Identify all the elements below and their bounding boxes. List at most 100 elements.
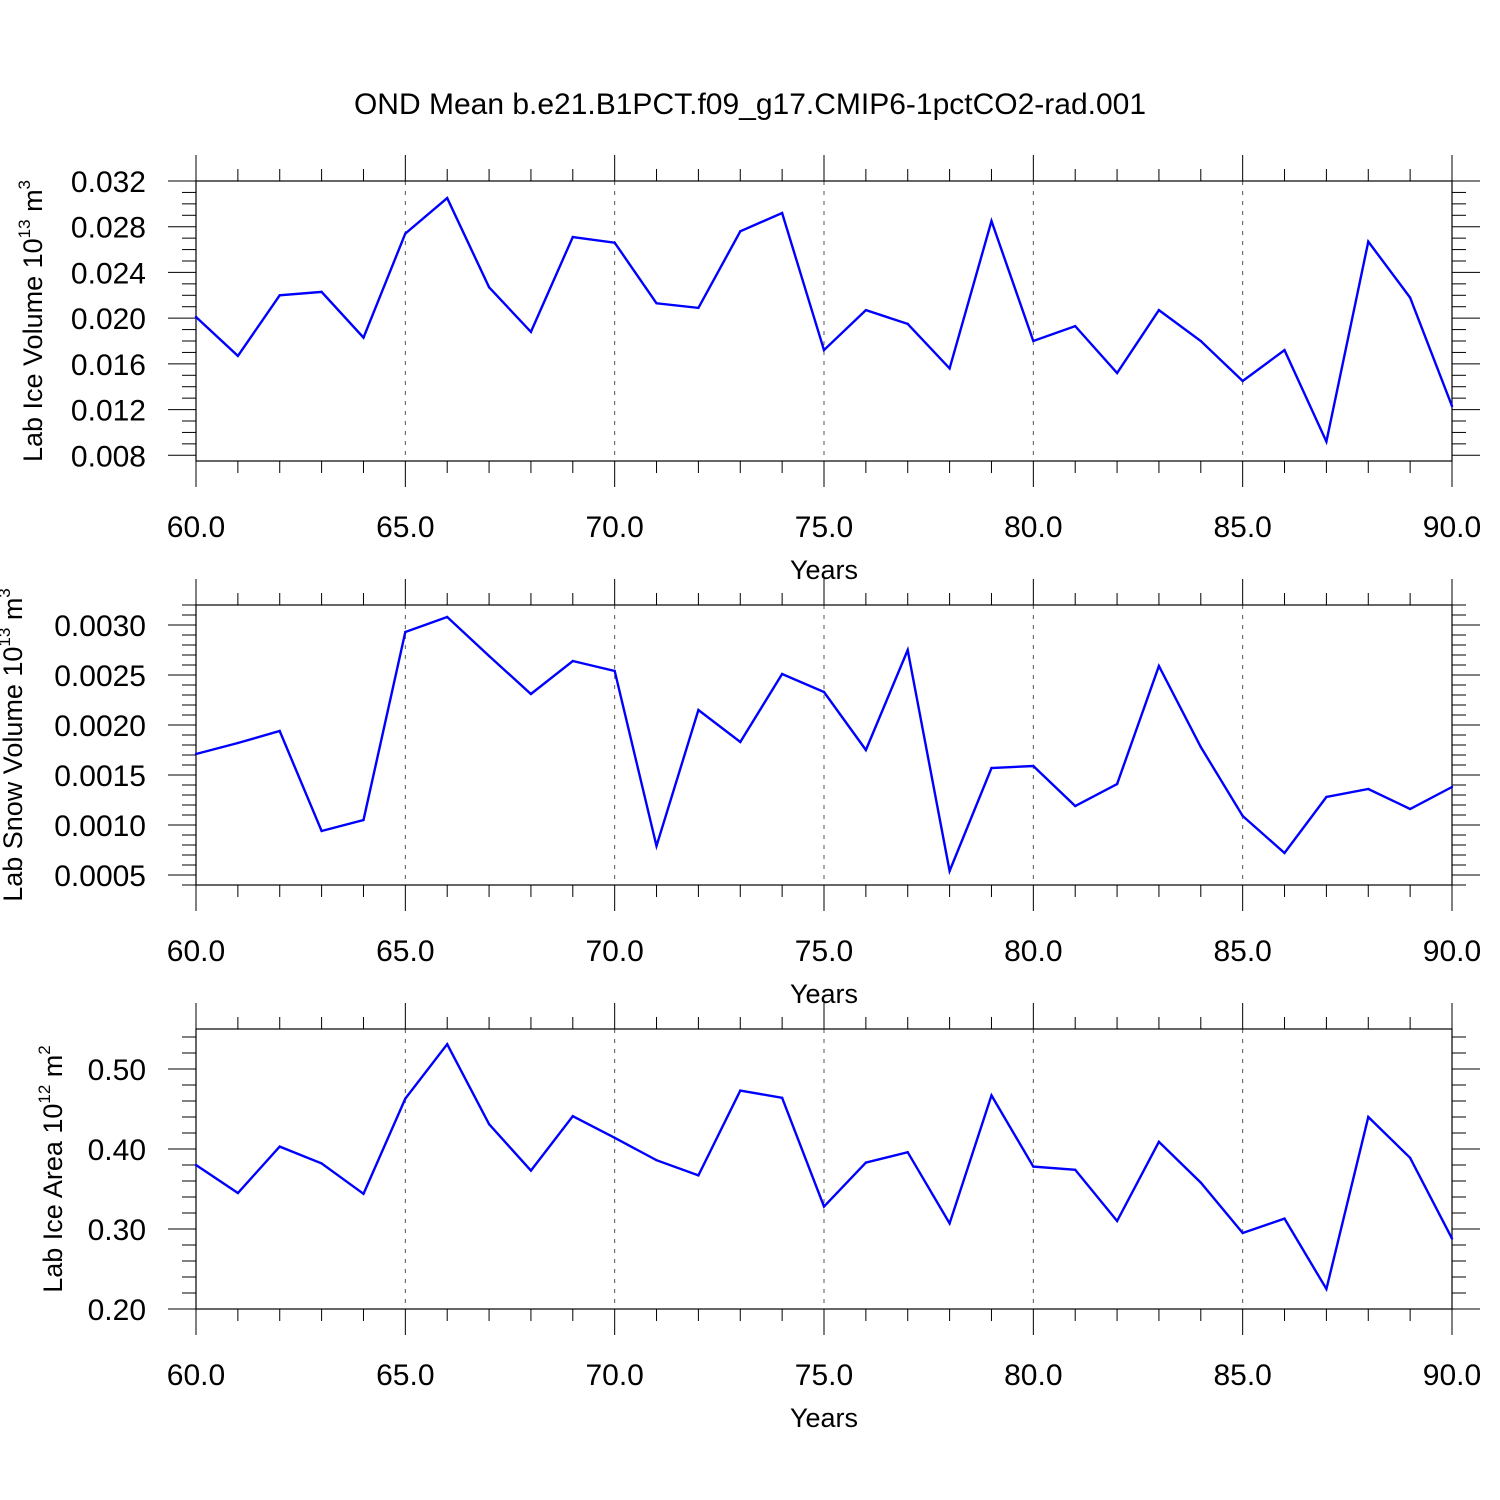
data-point [864, 748, 868, 752]
data-point [1199, 745, 1203, 749]
x-tick-label: 80.0 [1004, 1359, 1062, 1392]
data-point [446, 1043, 449, 1046]
data-point [1157, 1140, 1161, 1144]
data-point [446, 196, 449, 200]
data-point [990, 766, 993, 770]
data-point [1199, 339, 1203, 343]
y-tick-label: 0.008 [71, 440, 146, 473]
x-tick-label: 90.0 [1423, 1359, 1481, 1392]
x-tick-label: 90.0 [1423, 935, 1481, 968]
data-point [1408, 807, 1412, 811]
data-point [194, 1163, 198, 1167]
y-tick-label: 0.028 [71, 212, 146, 245]
y-axis-label: Lab Ice Area 1012 m2 [35, 1045, 68, 1293]
data-point [236, 1191, 240, 1195]
data-point [278, 729, 281, 733]
x-tick-label: 70.0 [585, 511, 643, 544]
y-tick-label: 0.024 [71, 257, 146, 290]
chart-title: OND Mean b.e21.B1PCT.f09_g17.CMIP6-1pctC… [353, 88, 1147, 121]
data-point [906, 1151, 909, 1154]
data-point [1032, 764, 1035, 768]
x-tick-label: 65.0 [376, 935, 434, 968]
x-tick-label: 65.0 [376, 1359, 434, 1392]
x-tick-label: 75.0 [795, 1359, 853, 1392]
data-point [948, 869, 951, 873]
data-point [529, 330, 533, 334]
data-point [1199, 1181, 1203, 1184]
data-point [362, 336, 365, 339]
data-point [194, 315, 198, 319]
panel-2: 60.0 65.0 70.0 75.0 80.0 85.0 90.0 0.0005 0.0010… [0, 579, 1481, 1009]
y-tick-label: 0.012 [71, 395, 146, 428]
x-tick-label: 70.0 [585, 1359, 643, 1392]
data-point [822, 348, 826, 352]
data-point [446, 615, 449, 619]
x-tick-label: 85.0 [1213, 511, 1271, 544]
y-tick-label: 0.0030 [54, 610, 146, 643]
data-point [864, 308, 868, 312]
data-point [864, 1161, 868, 1164]
data-point [1074, 324, 1077, 328]
data-point [278, 294, 281, 297]
y-tick-label: 0.20 [88, 1294, 146, 1327]
x-tick-label: 60.0 [167, 511, 225, 544]
data-point [739, 1089, 742, 1092]
data-point [990, 1094, 993, 1097]
data-point [780, 211, 784, 215]
data-point [1325, 795, 1328, 799]
data-point [529, 1169, 533, 1172]
x-tick-label: 85.0 [1213, 935, 1271, 968]
data-point [1032, 1165, 1035, 1168]
data-point [1115, 371, 1119, 375]
data-point [739, 740, 742, 744]
data-point [1032, 339, 1035, 343]
y-tick-label: 0.0015 [54, 760, 146, 793]
data-point [362, 1192, 365, 1196]
data-point [1450, 404, 1454, 408]
x-tick-label: 75.0 [795, 935, 853, 968]
x-tick-label: 90.0 [1423, 511, 1481, 544]
data-point [1157, 664, 1161, 668]
x-tick-label: 60.0 [167, 935, 225, 968]
data-point [320, 1162, 323, 1165]
data-point [404, 630, 407, 634]
data-point [362, 818, 365, 822]
data-point [320, 829, 323, 833]
data-point [1408, 296, 1412, 299]
data-point [697, 708, 700, 712]
y-tick-label: 0.0010 [54, 810, 146, 843]
data-point [404, 1097, 407, 1100]
data-point [613, 241, 616, 244]
x-tick-label: 75.0 [795, 511, 853, 544]
x-tick-label: 60.0 [167, 1359, 225, 1392]
data-point [1367, 787, 1370, 791]
data-point [822, 690, 826, 694]
data-point [1450, 785, 1454, 789]
y-axis-label: Lab Snow Volume 1013 m3 [0, 588, 28, 902]
y-tick-label: 0.40 [88, 1134, 146, 1167]
data-point [697, 306, 700, 310]
data-point [529, 692, 533, 696]
data-point [739, 230, 742, 233]
y-tick-label: 0.0005 [54, 860, 146, 893]
y-tick-label: 0.30 [88, 1214, 146, 1247]
data-point [613, 1136, 616, 1140]
data-point [1283, 348, 1286, 352]
y-tick-label: 0.0020 [54, 710, 146, 743]
data-point [1325, 440, 1328, 443]
data-point [1367, 240, 1370, 243]
data-point [571, 659, 574, 663]
y-tick-label: 0.020 [71, 303, 146, 336]
x-tick-label: 80.0 [1004, 935, 1062, 968]
x-axis-label: Years [790, 1403, 858, 1433]
data-point [1115, 1219, 1119, 1223]
data-point [1283, 1217, 1286, 1220]
data-point [404, 232, 407, 235]
data-point [822, 1205, 826, 1208]
y-tick-label: 0.0025 [54, 660, 146, 693]
panel-1: 60.0 65.0 70.0 75.0 80.0 85.0 90.0 0.008 0.012 0.… [15, 155, 1481, 585]
data-point [990, 219, 993, 223]
x-tick-label: 70.0 [585, 935, 643, 968]
data-point [1367, 1115, 1370, 1119]
